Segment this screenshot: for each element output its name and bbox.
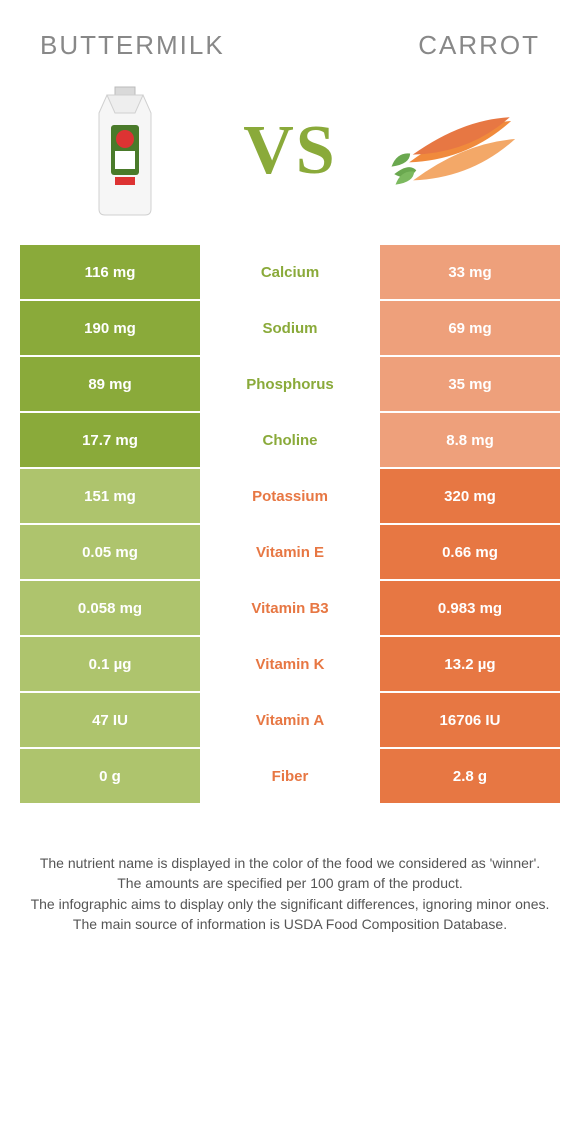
buttermilk-image	[50, 81, 200, 221]
footnotes: The nutrient name is displayed in the co…	[20, 853, 560, 934]
right-value-cell: 69 mg	[380, 301, 560, 355]
right-food-title: Carrot	[418, 30, 540, 61]
table-row: 89 mgPhosphorus35 mg	[20, 357, 560, 411]
table-row: 0.058 mgVitamin B30.983 mg	[20, 581, 560, 635]
header: Buttermilk Carrot	[20, 20, 560, 61]
left-value-cell: 0 g	[20, 749, 200, 803]
left-value-cell: 17.7 mg	[20, 413, 200, 467]
table-row: 0 gFiber2.8 g	[20, 749, 560, 803]
left-value-cell: 190 mg	[20, 301, 200, 355]
carrot-image	[380, 81, 530, 221]
comparison-infographic: Buttermilk Carrot VS	[0, 0, 580, 964]
footnote-line: The main source of information is USDA F…	[30, 914, 550, 934]
right-value-cell: 2.8 g	[380, 749, 560, 803]
right-value-cell: 33 mg	[380, 245, 560, 299]
table-row: 0.1 µgVitamin K13.2 µg	[20, 637, 560, 691]
image-row: VS	[20, 71, 560, 245]
nutrient-name-cell: Vitamin A	[202, 693, 378, 747]
vs-label: VS	[243, 111, 336, 191]
table-row: 47 IUVitamin A16706 IU	[20, 693, 560, 747]
table-row: 0.05 mgVitamin E0.66 mg	[20, 525, 560, 579]
left-value-cell: 47 IU	[20, 693, 200, 747]
table-row: 151 mgPotassium320 mg	[20, 469, 560, 523]
left-value-cell: 0.1 µg	[20, 637, 200, 691]
nutrient-name-cell: Choline	[202, 413, 378, 467]
nutrient-name-cell: Vitamin B3	[202, 581, 378, 635]
left-value-cell: 151 mg	[20, 469, 200, 523]
right-value-cell: 0.983 mg	[380, 581, 560, 635]
left-value-cell: 0.05 mg	[20, 525, 200, 579]
nutrient-name-cell: Vitamin E	[202, 525, 378, 579]
right-value-cell: 0.66 mg	[380, 525, 560, 579]
nutrient-name-cell: Potassium	[202, 469, 378, 523]
footnote-line: The nutrient name is displayed in the co…	[30, 853, 550, 873]
nutrient-name-cell: Vitamin K	[202, 637, 378, 691]
table-row: 17.7 mgCholine8.8 mg	[20, 413, 560, 467]
left-value-cell: 0.058 mg	[20, 581, 200, 635]
right-value-cell: 35 mg	[380, 357, 560, 411]
left-value-cell: 116 mg	[20, 245, 200, 299]
right-value-cell: 320 mg	[380, 469, 560, 523]
footnote-line: The amounts are specified per 100 gram o…	[30, 873, 550, 893]
nutrient-name-cell: Calcium	[202, 245, 378, 299]
footnote-line: The infographic aims to display only the…	[30, 894, 550, 914]
table-row: 190 mgSodium69 mg	[20, 301, 560, 355]
nutrient-name-cell: Sodium	[202, 301, 378, 355]
right-value-cell: 8.8 mg	[380, 413, 560, 467]
left-food-title: Buttermilk	[40, 30, 225, 61]
right-value-cell: 16706 IU	[380, 693, 560, 747]
right-value-cell: 13.2 µg	[380, 637, 560, 691]
left-value-cell: 89 mg	[20, 357, 200, 411]
nutrient-name-cell: Phosphorus	[202, 357, 378, 411]
nutrient-table: 116 mgCalcium33 mg190 mgSodium69 mg89 mg…	[20, 245, 560, 803]
table-row: 116 mgCalcium33 mg	[20, 245, 560, 299]
nutrient-name-cell: Fiber	[202, 749, 378, 803]
